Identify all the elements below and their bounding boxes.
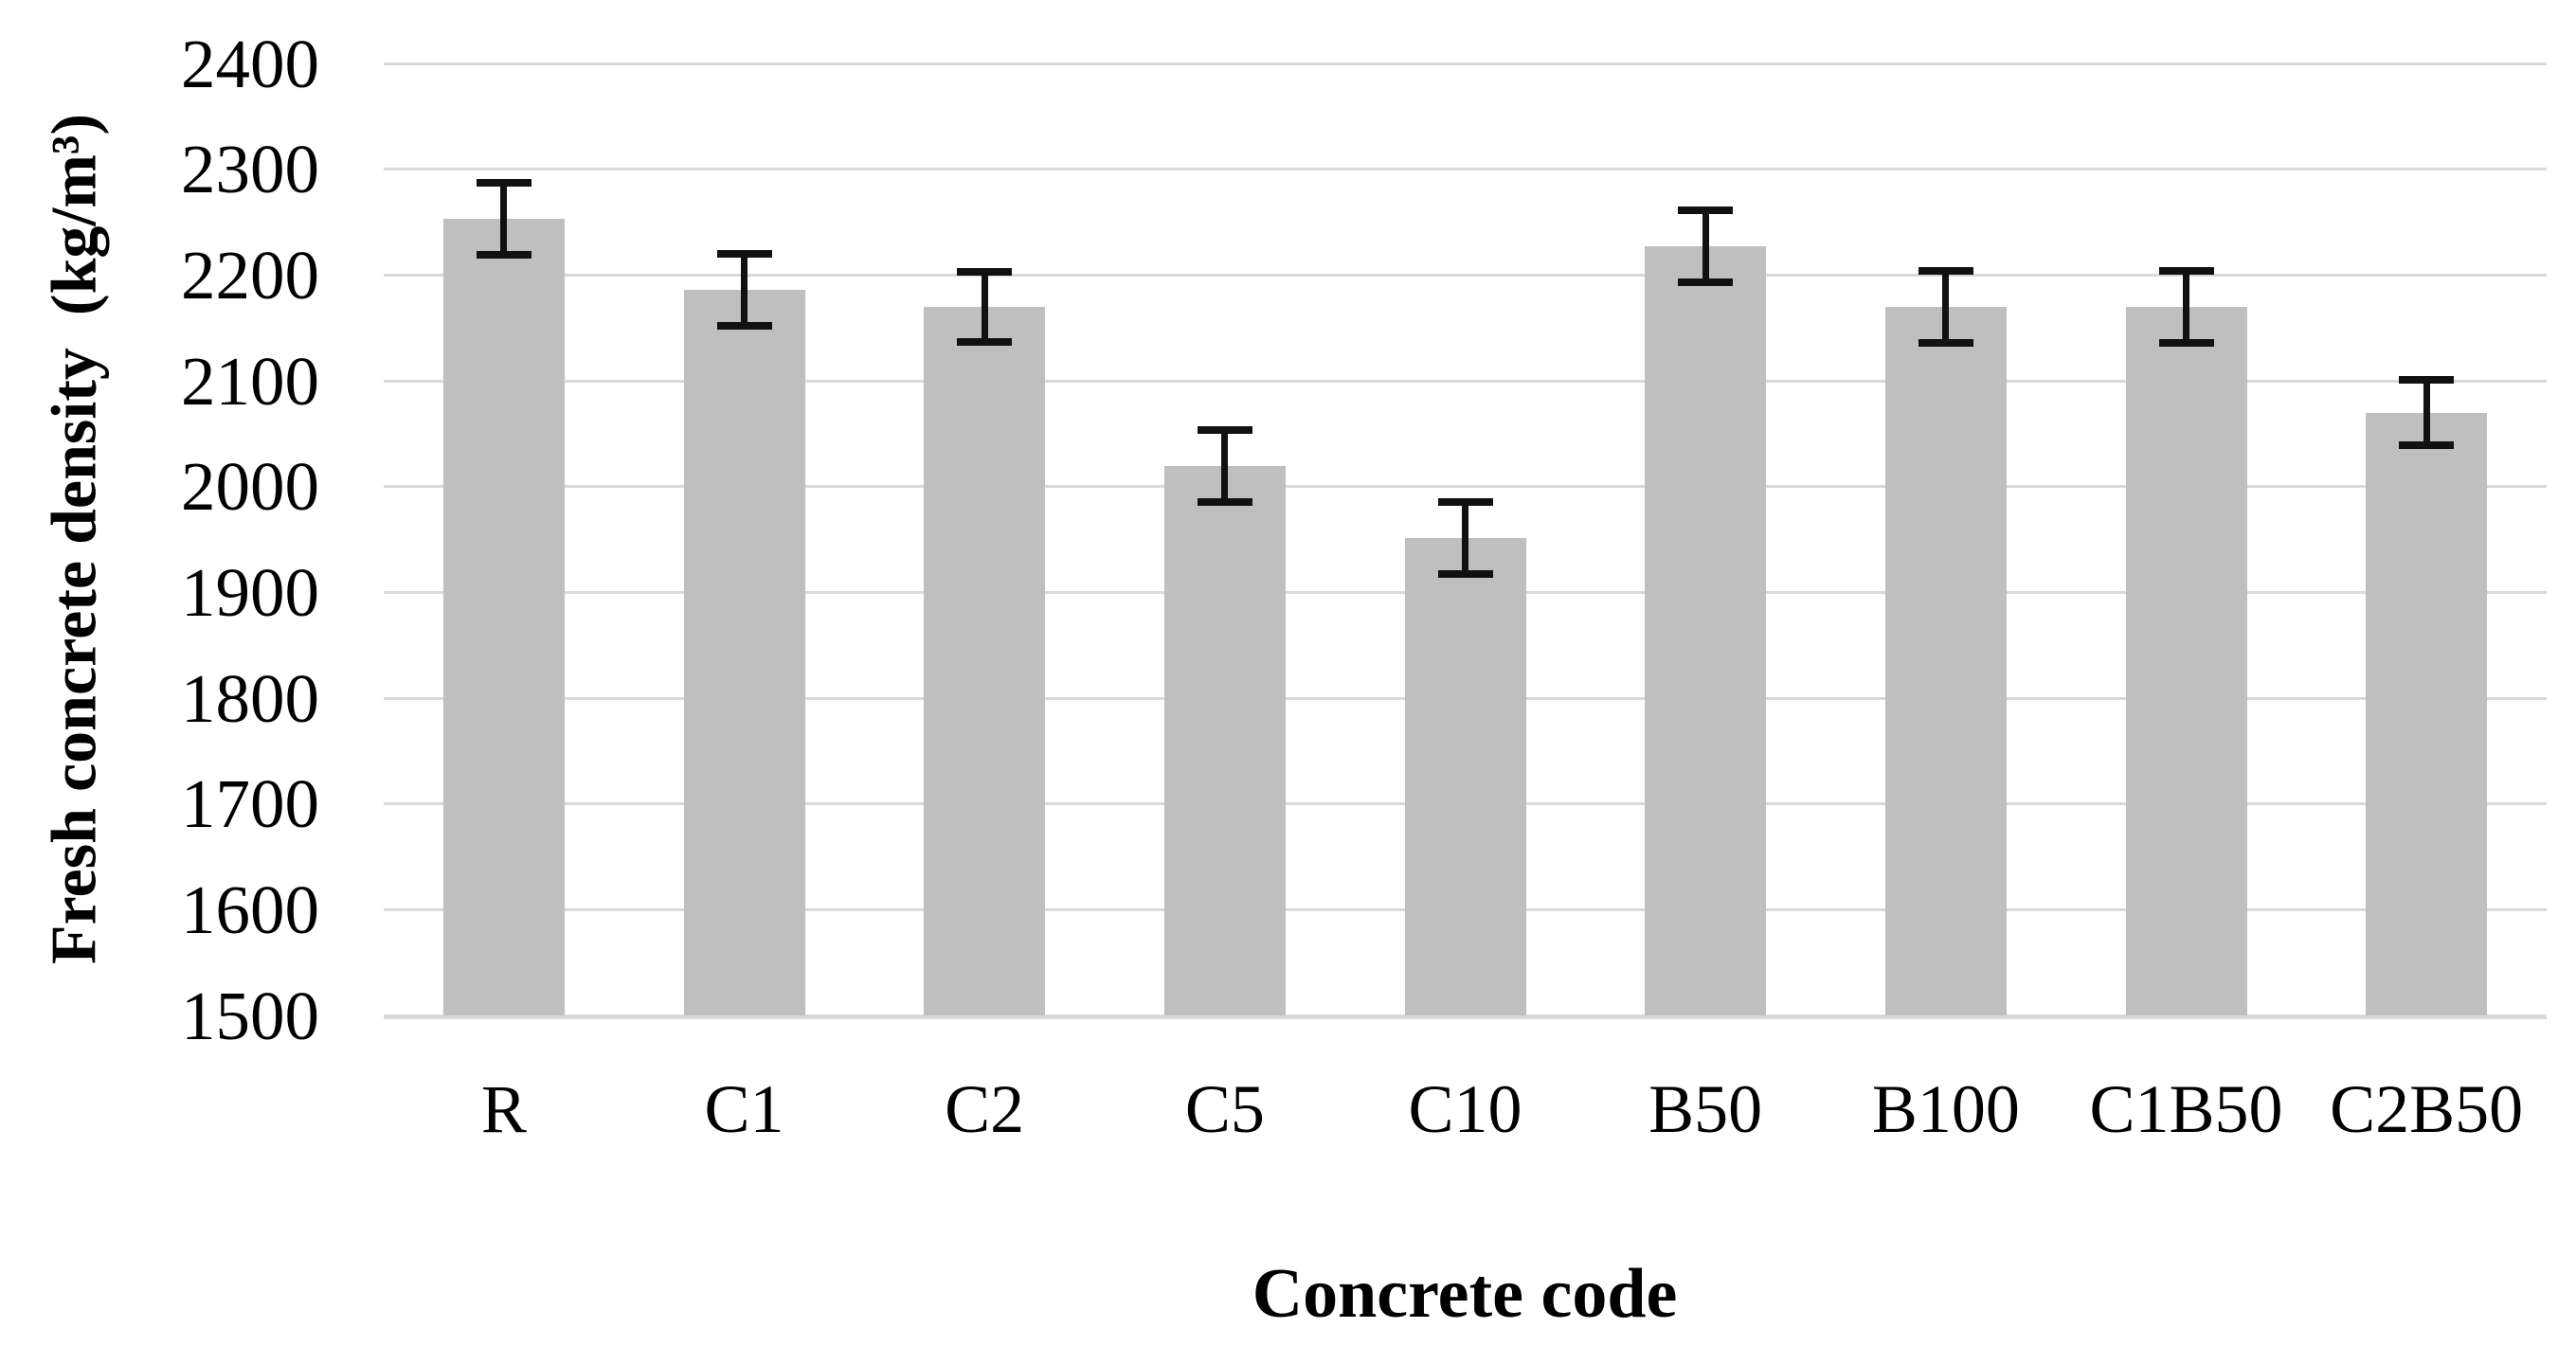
error-bar-cap-bottom — [2158, 338, 2214, 347]
error-bar-cap-top — [957, 267, 1013, 276]
error-bar-cap-top — [476, 179, 531, 188]
gridline — [384, 62, 2547, 65]
error-bar-cap-top — [1918, 266, 1973, 275]
error-bar-cap-bottom — [1918, 338, 1973, 347]
error-bar-line — [981, 271, 988, 342]
y-tick-label: 2000 — [181, 448, 319, 526]
error-bar-cap-top — [2158, 266, 2214, 275]
error-bar-line — [1702, 210, 1709, 283]
x-axis-title: Concrete code — [1252, 1255, 1678, 1333]
gridline — [384, 273, 2547, 277]
error-bar-line — [1462, 502, 1468, 575]
x-tick-label: C1 — [704, 1071, 784, 1147]
bar — [1163, 466, 1286, 1015]
error-bar-cap-bottom — [476, 251, 531, 260]
y-tick-label: 1700 — [181, 765, 319, 843]
y-tick-label: 2200 — [181, 236, 319, 314]
bar — [2366, 412, 2488, 1015]
error-bar-cap-bottom — [957, 337, 1013, 346]
x-tick-label: B50 — [1648, 1071, 1763, 1147]
gridline — [384, 485, 2547, 489]
bar — [2125, 306, 2247, 1015]
error-bar-line — [1942, 270, 1950, 343]
x-tick-label: C2B50 — [2330, 1071, 2524, 1147]
y-tick-label: 1600 — [181, 870, 319, 948]
x-tick-label: C2 — [945, 1071, 1025, 1147]
y-tick-label: 2300 — [181, 131, 319, 208]
bar — [1404, 538, 1526, 1015]
gridline — [384, 168, 2547, 171]
y-tick-label: 1800 — [181, 659, 319, 737]
x-tick-label: R — [480, 1071, 527, 1147]
bar — [1884, 306, 2007, 1015]
gridline — [384, 379, 2547, 383]
y-tick-label: 1500 — [181, 977, 319, 1054]
bar — [1645, 246, 1767, 1015]
error-bar-cap-top — [1197, 426, 1252, 435]
error-bar-cap-top — [716, 250, 772, 258]
error-bar-line — [500, 183, 508, 256]
error-bar-cap-bottom — [716, 321, 772, 330]
y-tick-label: 1900 — [181, 553, 319, 631]
error-bar-cap-top — [2399, 375, 2455, 384]
error-bar-line — [1221, 430, 1229, 503]
x-tick-label: C10 — [1408, 1071, 1522, 1147]
error-bar-cap-bottom — [1197, 498, 1252, 507]
y-tick-label: 2100 — [181, 342, 319, 420]
x-tick-label: B100 — [1871, 1071, 2020, 1147]
bar — [683, 289, 805, 1015]
x-axis-line — [384, 1016, 2547, 1019]
error-bar-cap-bottom — [1437, 570, 1493, 579]
bar — [924, 306, 1046, 1015]
error-bar-cap-bottom — [1678, 278, 1734, 287]
error-bar-cap-top — [1678, 206, 1734, 215]
y-tick-label: 2400 — [181, 25, 319, 102]
x-tick-label: C1B50 — [2089, 1071, 2283, 1147]
x-tick-label: C5 — [1184, 1071, 1265, 1147]
error-bar-cap-top — [1437, 498, 1493, 507]
bar — [442, 219, 565, 1015]
gridline — [384, 1014, 2547, 1017]
error-bar-line — [741, 254, 748, 326]
error-bar-line — [2423, 379, 2430, 446]
error-bar-cap-bottom — [2399, 441, 2455, 450]
error-bar-line — [2183, 270, 2189, 343]
